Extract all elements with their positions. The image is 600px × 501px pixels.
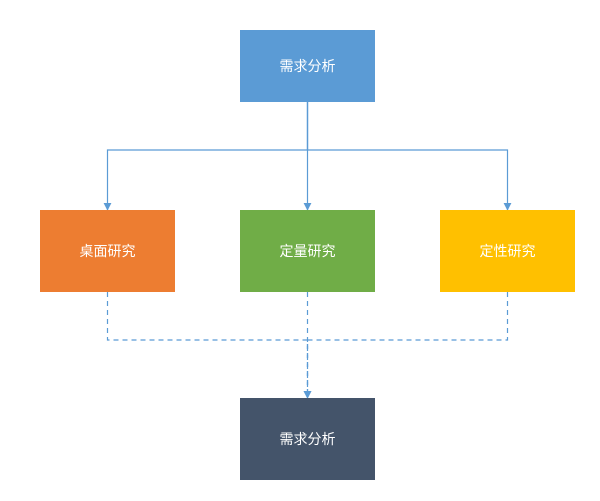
node-left: 桌面研究 xyxy=(40,210,175,292)
node-middle-label: 定量研究 xyxy=(280,241,336,261)
node-top-label: 需求分析 xyxy=(280,56,336,76)
node-middle: 定量研究 xyxy=(240,210,375,292)
node-right: 定性研究 xyxy=(440,210,575,292)
node-bottom-label: 需求分析 xyxy=(280,429,336,449)
node-bottom: 需求分析 xyxy=(240,398,375,480)
node-right-label: 定性研究 xyxy=(480,241,536,261)
diagram-canvas: 需求分析 桌面研究 定量研究 定性研究 需求分析 xyxy=(0,0,600,501)
edge-left-to-bottom xyxy=(108,292,308,398)
edge-top-to-right xyxy=(308,102,508,210)
edge-right-to-bottom xyxy=(308,292,508,398)
edge-top-to-left xyxy=(108,102,308,210)
node-top: 需求分析 xyxy=(240,30,375,102)
node-left-label: 桌面研究 xyxy=(80,241,136,261)
